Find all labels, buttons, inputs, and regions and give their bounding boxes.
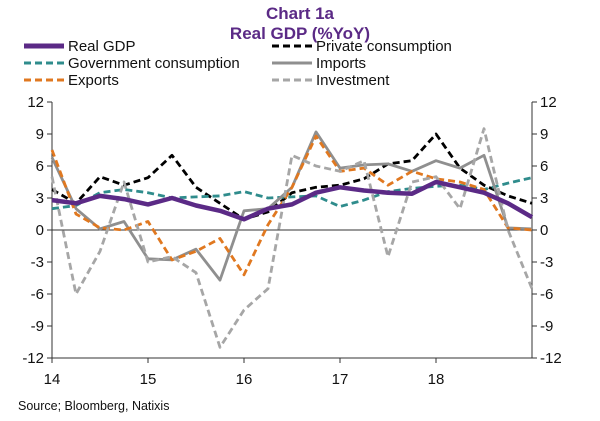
y-tick-label-right: -9 — [540, 318, 553, 335]
legend-entry: Imports — [316, 55, 366, 72]
y-tick-label: -3 — [31, 254, 44, 271]
legend: Real GDP Private consumption Government co… — [24, 38, 452, 89]
plot-area — [50, 127, 534, 349]
y-tick-label-right: -12 — [540, 350, 562, 367]
legend-entry: Private consumption — [316, 38, 452, 55]
source-note: Source; Bloomberg, Natixis — [18, 399, 169, 413]
legend-entry: Exports — [68, 72, 119, 89]
y-tick-label: 6 — [36, 158, 44, 175]
series-line-investment — [50, 127, 534, 349]
y-tick-label: 9 — [36, 126, 44, 143]
y-tick-label-right: 9 — [540, 126, 548, 143]
series-line-private-consumption — [51, 132, 533, 221]
y-tick-label-right: -3 — [540, 254, 553, 271]
legend-entry: Investment — [316, 72, 390, 89]
x-tick-label: 16 — [236, 371, 253, 388]
chart-title: Chart 1a — [266, 4, 335, 23]
x-tick-label: 18 — [428, 371, 445, 388]
y-tick-label: -6 — [31, 286, 44, 303]
y-tick-label: 3 — [36, 190, 44, 207]
y-tick-label-right: 6 — [540, 158, 548, 175]
y-tick-label-right: 0 — [540, 222, 548, 239]
x-tick-label: 15 — [140, 371, 157, 388]
y-tick-label: 12 — [27, 94, 44, 111]
series-line-exports — [50, 134, 533, 277]
legend-entry: Government consumption — [68, 55, 240, 72]
y-tick-label: -9 — [31, 318, 44, 335]
chart-subtitle: Real GDP (%YoY) — [230, 24, 370, 43]
y-tick-label: 0 — [36, 222, 44, 239]
y-tick-label-right: -6 — [540, 286, 553, 303]
legend-entry: Real GDP — [68, 38, 136, 55]
y-tick-label: -12 — [22, 350, 44, 367]
x-tick-label: 14 — [44, 371, 61, 388]
series-line-real-gdp — [51, 179, 534, 222]
y-tick-label-right: 3 — [540, 190, 548, 207]
y-tick-label-right: 12 — [540, 94, 557, 111]
x-tick-label: 17 — [332, 371, 349, 388]
